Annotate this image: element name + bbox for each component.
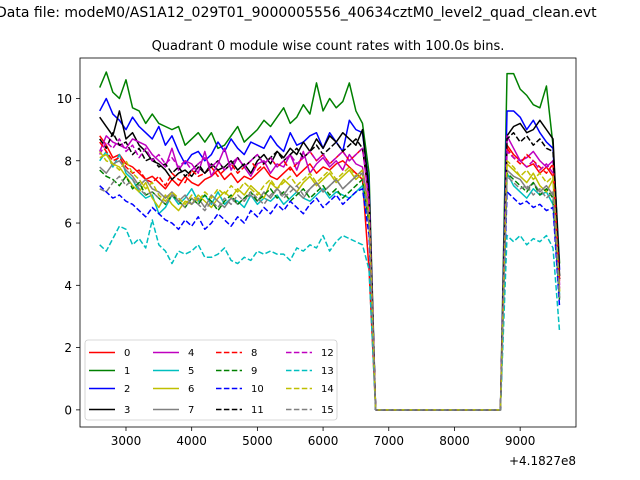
x-axis-offset: +4.1827e8 — [509, 454, 576, 468]
series-layer — [99, 71, 561, 411]
series-line-11 — [99, 131, 561, 411]
legend-label-3: 3 — [124, 405, 130, 416]
legend-label-8: 8 — [251, 348, 257, 359]
x-axis: 3000 4000 5000 6000 7000 8000 9000 — [111, 427, 536, 448]
figure-suptitle: Data file: modeM0/AS1A12_029T01_90000055… — [0, 5, 597, 21]
legend-label-12: 12 — [321, 348, 334, 359]
legend-label-11: 11 — [251, 405, 264, 416]
legend-label-6: 6 — [188, 384, 194, 395]
legend-label-14: 14 — [321, 384, 334, 395]
chart-title: Quadrant 0 module wise count rates with … — [152, 39, 505, 54]
y-axis: 0 2 4 6 8 10 — [57, 92, 80, 417]
x-tick-label: 5000 — [242, 434, 273, 448]
plot-frame — [79, 57, 577, 428]
legend-label-15: 15 — [321, 405, 334, 416]
y-tick-label: 4 — [64, 279, 72, 293]
legend-label-10: 10 — [251, 384, 264, 395]
y-tick-label: 8 — [64, 154, 72, 168]
series-line-15 — [99, 172, 561, 411]
legend-label-0: 0 — [124, 348, 130, 359]
x-tick-label: 9000 — [505, 434, 536, 448]
legend-label-2: 2 — [124, 384, 130, 395]
series-line-14 — [99, 150, 561, 411]
legend-label-7: 7 — [188, 405, 194, 416]
legend-box — [84, 339, 338, 421]
x-tick-label: 6000 — [308, 434, 339, 448]
y-tick-label: 2 — [64, 341, 72, 355]
legend-label-5: 5 — [188, 366, 194, 377]
y-tick-label: 10 — [57, 92, 72, 106]
x-tick-label: 4000 — [176, 434, 207, 448]
x-tick-label: 3000 — [111, 434, 142, 448]
y-tick-label: 0 — [64, 403, 72, 417]
x-tick-label: 7000 — [373, 434, 404, 448]
legend-label-1: 1 — [124, 366, 130, 377]
x-tick-label: 8000 — [439, 434, 470, 448]
legend-label-13: 13 — [321, 366, 334, 377]
y-tick-label: 6 — [64, 217, 72, 231]
legend-label-9: 9 — [251, 366, 257, 377]
legend-label-4: 4 — [188, 348, 194, 359]
